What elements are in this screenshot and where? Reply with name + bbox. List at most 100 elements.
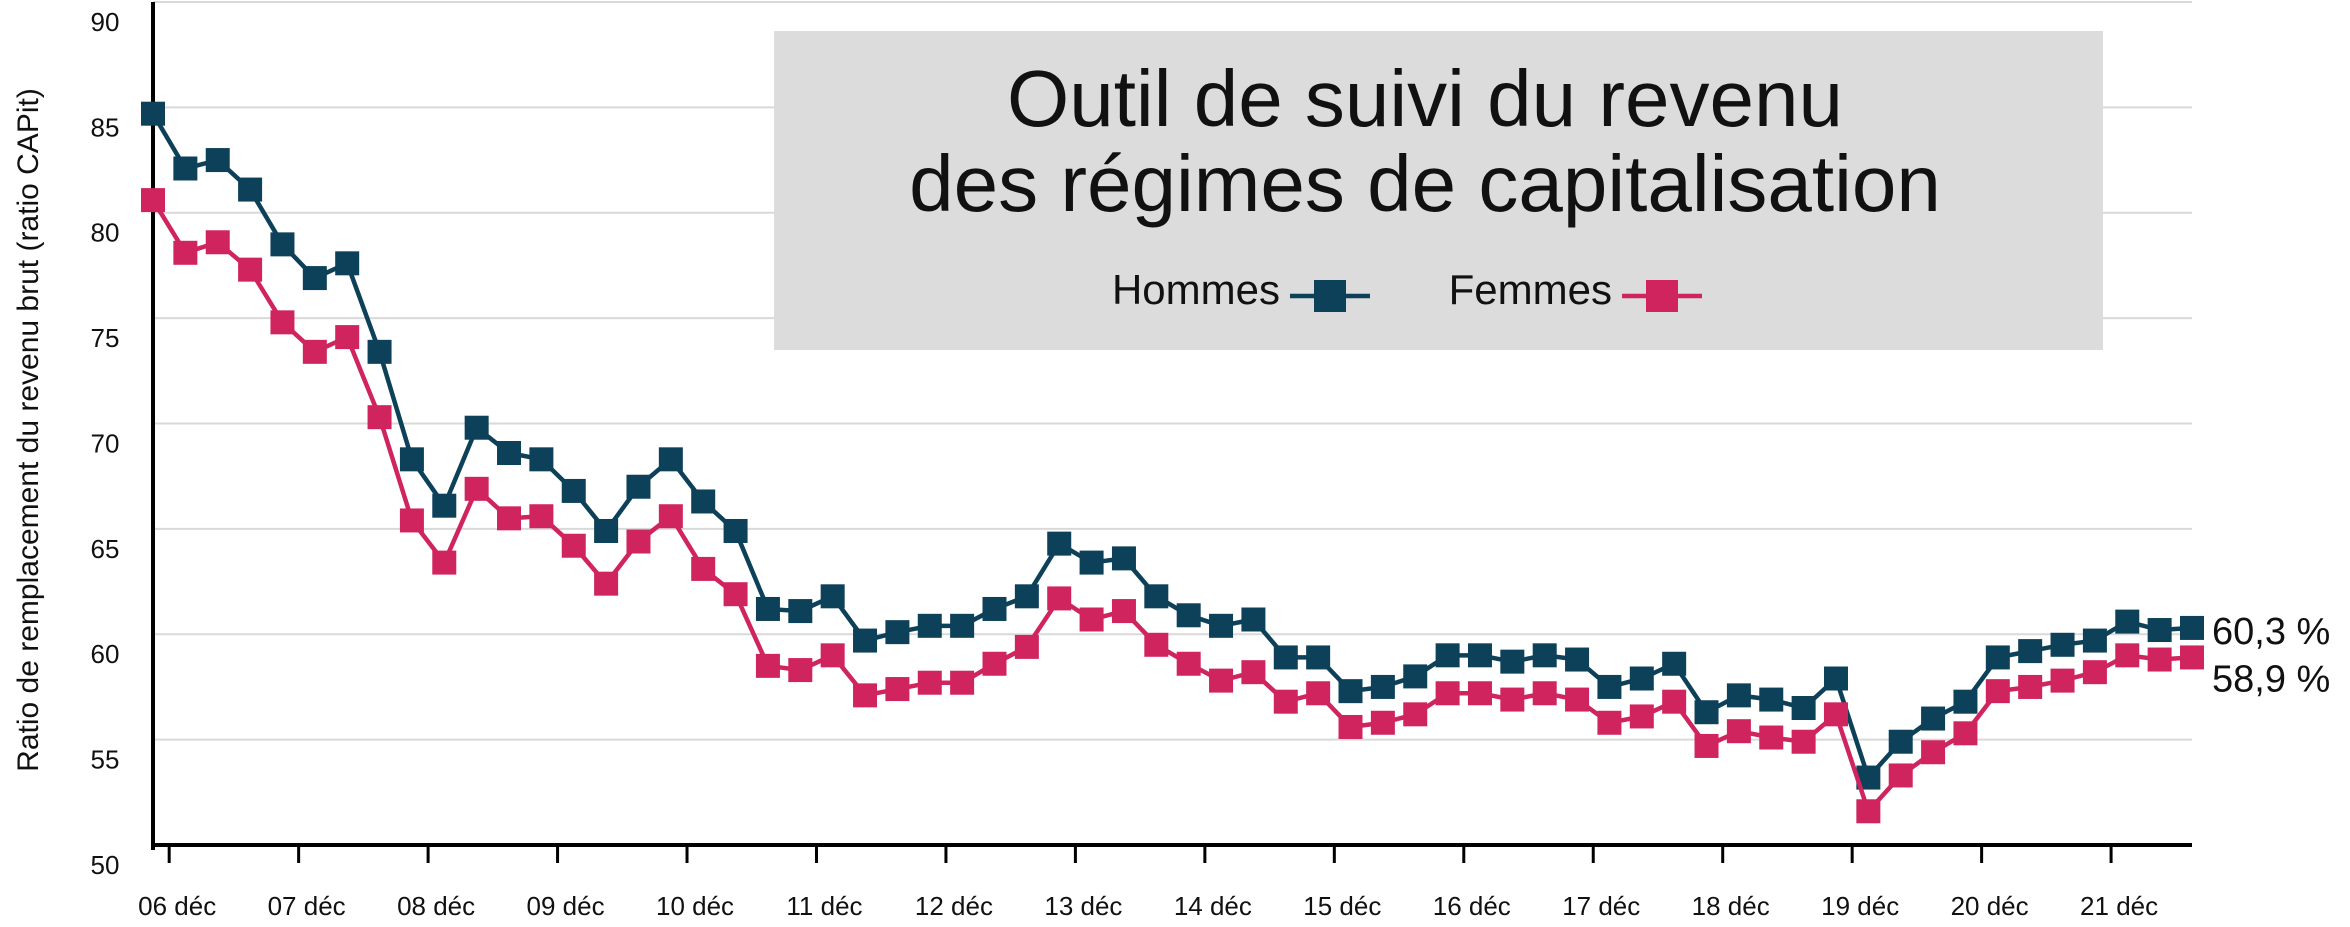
marker bbox=[982, 596, 1007, 621]
marker bbox=[2147, 647, 2172, 672]
marker bbox=[1694, 700, 1719, 725]
marker bbox=[335, 325, 360, 350]
marker bbox=[658, 504, 683, 529]
x-tick-label: 13 déc bbox=[1044, 891, 1122, 921]
marker bbox=[691, 489, 716, 514]
marker bbox=[529, 504, 554, 529]
marker bbox=[1111, 599, 1136, 624]
marker bbox=[626, 474, 651, 499]
marker bbox=[755, 653, 780, 678]
legend-entry: Femmes bbox=[1449, 266, 1702, 313]
marker bbox=[1079, 550, 1104, 575]
marker bbox=[497, 506, 522, 531]
marker bbox=[2180, 645, 2204, 670]
x-tick-label: 18 déc bbox=[1692, 891, 1770, 921]
y-tick-label: 55 bbox=[91, 745, 120, 775]
marker bbox=[594, 571, 619, 596]
marker bbox=[1241, 607, 1266, 632]
marker bbox=[1144, 584, 1169, 609]
marker bbox=[723, 582, 748, 607]
y-tick-label: 85 bbox=[91, 112, 120, 142]
marker bbox=[432, 550, 457, 575]
marker bbox=[335, 251, 360, 276]
marker bbox=[1823, 702, 1848, 727]
marker bbox=[464, 476, 489, 501]
marker bbox=[1435, 643, 1460, 668]
marker bbox=[2018, 639, 2043, 664]
marker bbox=[367, 339, 392, 364]
legend-marker bbox=[1646, 280, 1678, 312]
marker bbox=[950, 613, 975, 638]
marker bbox=[885, 620, 910, 645]
marker bbox=[1403, 702, 1428, 727]
marker bbox=[1241, 660, 1266, 685]
marker bbox=[1532, 681, 1557, 706]
marker bbox=[1888, 763, 1913, 788]
y-tick-label: 50 bbox=[91, 850, 120, 880]
marker bbox=[399, 447, 424, 472]
marker bbox=[2115, 643, 2140, 668]
marker bbox=[1111, 546, 1136, 571]
marker bbox=[1435, 681, 1460, 706]
marker bbox=[141, 188, 165, 213]
marker bbox=[1209, 613, 1234, 638]
marker bbox=[205, 230, 230, 255]
marker bbox=[1921, 740, 1946, 765]
marker bbox=[1791, 729, 1816, 754]
marker bbox=[1273, 645, 1298, 670]
legend-marker bbox=[1314, 280, 1346, 312]
marker bbox=[1759, 725, 1784, 750]
y-tick-label: 70 bbox=[91, 428, 120, 458]
x-tick-label: 20 déc bbox=[1951, 891, 2029, 921]
x-tick-label: 17 déc bbox=[1562, 891, 1640, 921]
marker bbox=[1694, 733, 1719, 758]
marker bbox=[1953, 689, 1978, 714]
marker bbox=[853, 683, 878, 708]
marker bbox=[1726, 683, 1751, 708]
marker bbox=[626, 529, 651, 554]
marker bbox=[270, 232, 295, 257]
marker bbox=[1338, 714, 1363, 739]
marker bbox=[1985, 679, 2010, 704]
marker bbox=[399, 508, 424, 533]
marker bbox=[529, 447, 554, 472]
marker bbox=[917, 613, 942, 638]
x-tick-label: 15 déc bbox=[1303, 891, 1381, 921]
y-tick-label: 90 bbox=[91, 7, 120, 37]
marker bbox=[691, 556, 716, 581]
marker bbox=[497, 441, 522, 466]
marker bbox=[1500, 649, 1525, 674]
marker bbox=[1532, 643, 1557, 668]
legend-entry: Hommes bbox=[1112, 266, 1370, 313]
marker bbox=[1726, 719, 1751, 744]
marker bbox=[950, 670, 975, 695]
marker bbox=[788, 658, 813, 683]
x-tick-label: 07 déc bbox=[268, 891, 346, 921]
marker bbox=[1014, 584, 1039, 609]
marker bbox=[173, 156, 198, 181]
marker bbox=[2018, 674, 2043, 699]
marker bbox=[1629, 666, 1654, 691]
marker bbox=[367, 405, 392, 430]
marker bbox=[853, 628, 878, 653]
marker bbox=[1306, 681, 1331, 706]
legend-box bbox=[774, 31, 2103, 350]
y-axis-title: Ratio de remplacement du revenu brut (ra… bbox=[12, 88, 45, 772]
marker bbox=[755, 596, 780, 621]
x-tick-label: 08 déc bbox=[397, 891, 475, 921]
value-label: 58,9 % bbox=[2212, 658, 2330, 700]
marker bbox=[723, 518, 748, 543]
x-tick-label: 06 déc bbox=[138, 891, 216, 921]
marker bbox=[1209, 668, 1234, 693]
marker bbox=[1467, 643, 1492, 668]
marker bbox=[141, 101, 165, 126]
marker bbox=[1370, 710, 1395, 735]
series-line bbox=[151, 112, 2193, 782]
marker bbox=[1921, 706, 1946, 731]
marker bbox=[1597, 710, 1622, 735]
marker bbox=[1079, 607, 1104, 632]
marker bbox=[1953, 721, 1978, 746]
marker bbox=[2147, 618, 2172, 643]
